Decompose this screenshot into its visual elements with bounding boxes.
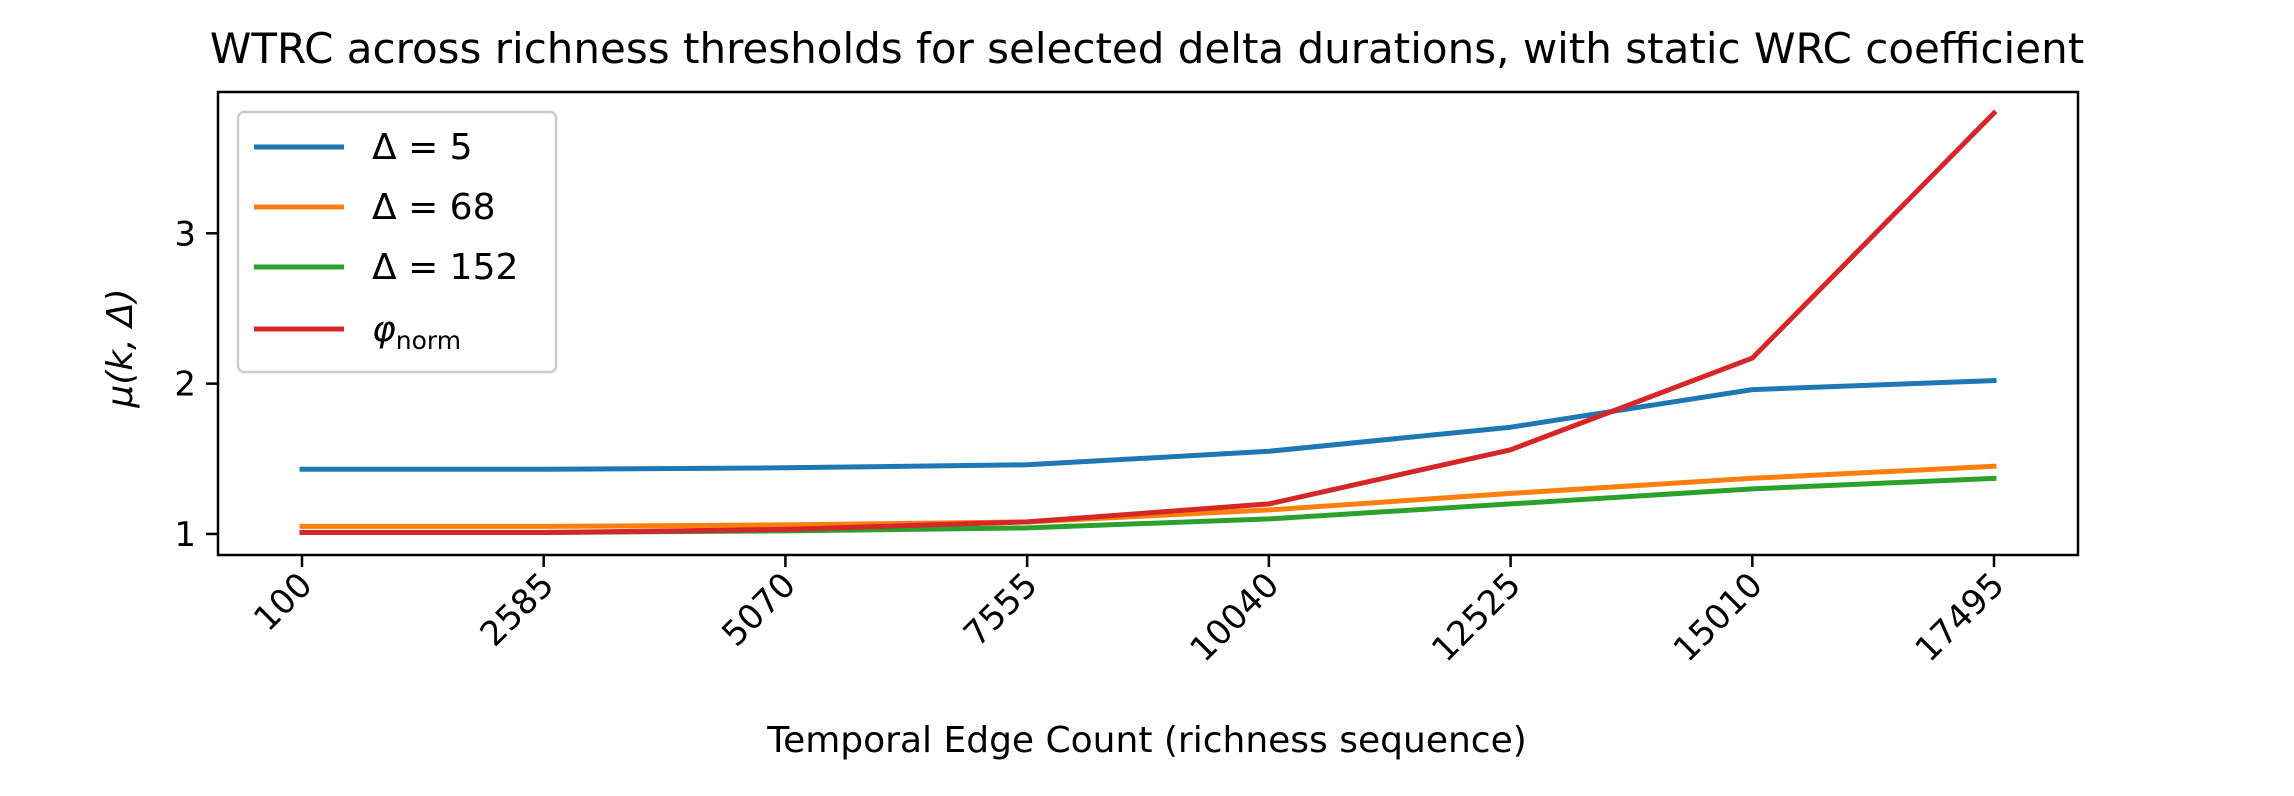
legend-label-symbol: φ	[372, 309, 396, 350]
y-axis-label: μ(k, Δ)	[100, 288, 141, 408]
y-tick-label: 2	[174, 365, 196, 405]
series-line-2	[299, 463, 1997, 529]
legend-label: Δ = 152	[372, 247, 518, 288]
legend-label: φnorm	[372, 309, 461, 355]
legend-label-subscript: norm	[396, 326, 461, 355]
series-line-1	[299, 378, 1997, 472]
legend-label: Δ = 5	[372, 127, 473, 168]
x-axis-label: Temporal Edge Count (richness sequence)	[766, 720, 1527, 761]
legend-box	[236, 110, 558, 374]
legend-label: Δ = 68	[372, 187, 496, 228]
y-tick-label: 3	[174, 214, 196, 254]
chart-title: WTRC across richness thresholds for sele…	[210, 24, 2084, 73]
series-line-4	[299, 109, 1998, 535]
plot-frame	[216, 90, 2080, 557]
y-tick-label: 1	[174, 515, 196, 555]
